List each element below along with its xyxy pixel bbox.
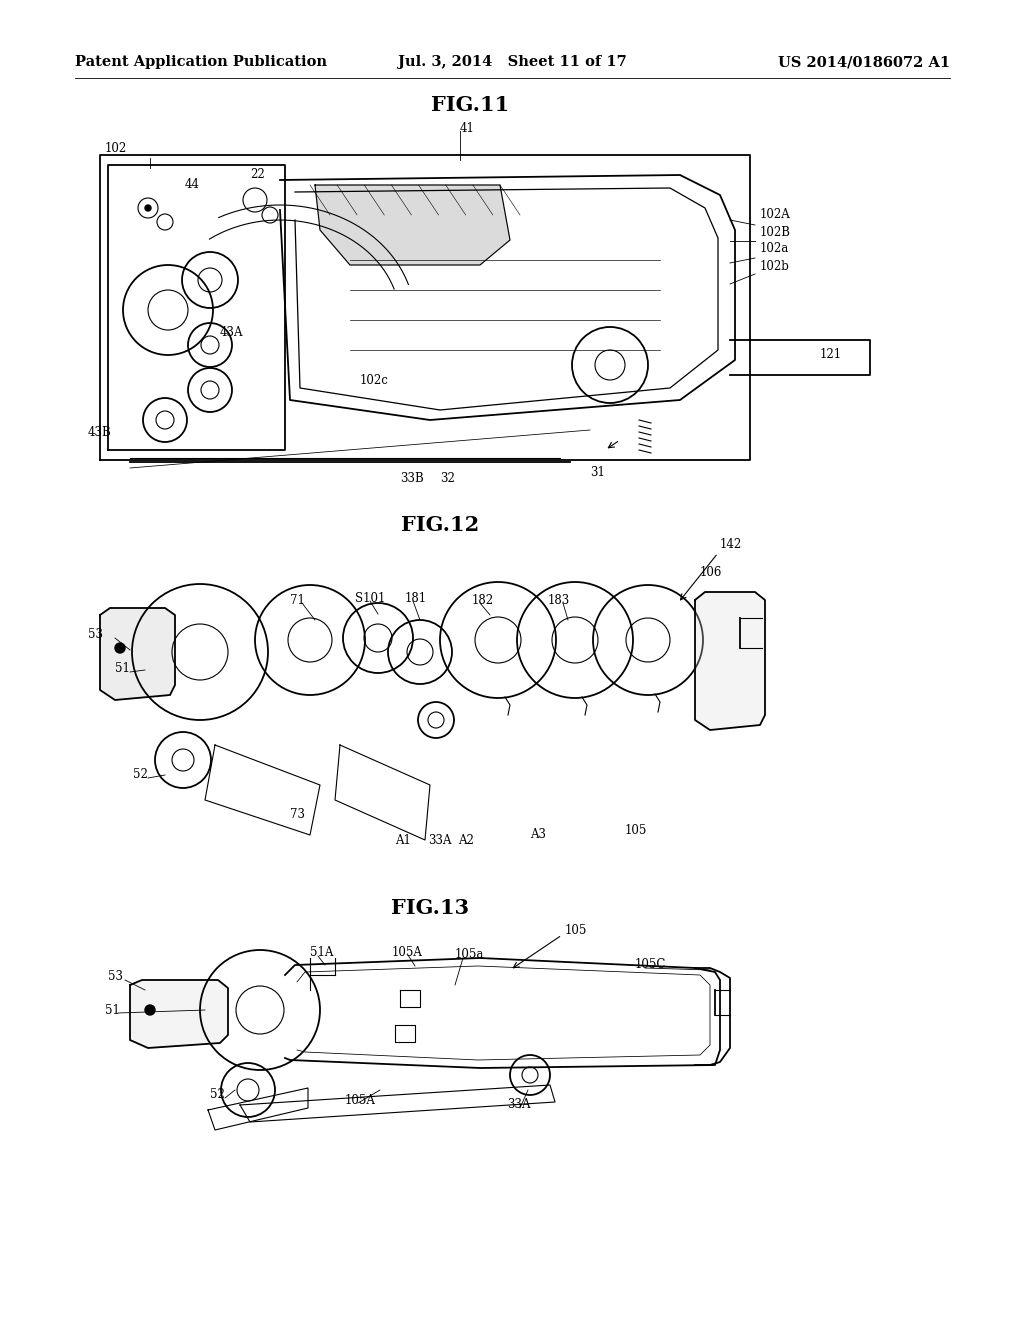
Text: 102b: 102b xyxy=(760,260,790,272)
Text: 102B: 102B xyxy=(760,226,791,239)
Text: 33A: 33A xyxy=(428,833,452,846)
Text: 182: 182 xyxy=(472,594,495,606)
Text: 32: 32 xyxy=(440,471,455,484)
Text: 53: 53 xyxy=(88,628,103,642)
Text: 43A: 43A xyxy=(220,326,244,338)
Text: Patent Application Publication: Patent Application Publication xyxy=(75,55,327,69)
Circle shape xyxy=(145,1005,155,1015)
Polygon shape xyxy=(100,609,175,700)
Text: 52: 52 xyxy=(133,768,147,781)
Text: 51: 51 xyxy=(105,1003,120,1016)
Circle shape xyxy=(115,643,125,653)
Text: 105A: 105A xyxy=(345,1093,376,1106)
Polygon shape xyxy=(130,979,228,1048)
Text: FIG.13: FIG.13 xyxy=(391,898,469,917)
Polygon shape xyxy=(315,185,510,265)
Text: 22: 22 xyxy=(250,169,265,181)
Text: 183: 183 xyxy=(548,594,570,606)
Text: A2: A2 xyxy=(458,833,474,846)
Text: 41: 41 xyxy=(460,121,475,135)
Text: US 2014/0186072 A1: US 2014/0186072 A1 xyxy=(778,55,950,69)
Text: 102c: 102c xyxy=(360,374,389,387)
Polygon shape xyxy=(695,591,765,730)
Text: 43B: 43B xyxy=(88,425,112,438)
Text: 52: 52 xyxy=(210,1089,225,1101)
Text: 51A: 51A xyxy=(310,946,334,960)
Text: 51: 51 xyxy=(115,661,130,675)
Text: 53: 53 xyxy=(108,969,123,982)
Text: 73: 73 xyxy=(290,808,305,821)
Text: 105a: 105a xyxy=(455,949,484,961)
Text: 142: 142 xyxy=(720,539,742,552)
Text: 106: 106 xyxy=(700,565,722,578)
Text: 31: 31 xyxy=(590,466,605,479)
Text: 102a: 102a xyxy=(760,243,790,256)
Circle shape xyxy=(145,205,151,211)
Text: 33A: 33A xyxy=(507,1098,530,1111)
Text: A3: A3 xyxy=(530,829,546,842)
Text: 121: 121 xyxy=(820,348,842,362)
Text: 71: 71 xyxy=(290,594,305,606)
Text: A1: A1 xyxy=(395,833,411,846)
Text: 105C: 105C xyxy=(635,958,667,972)
Text: 102: 102 xyxy=(105,141,127,154)
Text: 102A: 102A xyxy=(760,209,791,222)
Text: Jul. 3, 2014   Sheet 11 of 17: Jul. 3, 2014 Sheet 11 of 17 xyxy=(397,55,627,69)
Text: 33B: 33B xyxy=(400,471,424,484)
Text: FIG.11: FIG.11 xyxy=(431,95,509,115)
Text: 181: 181 xyxy=(406,591,427,605)
Text: 105: 105 xyxy=(625,824,647,837)
Text: FIG.12: FIG.12 xyxy=(400,515,479,535)
Text: 105: 105 xyxy=(565,924,588,936)
Text: 105A: 105A xyxy=(392,945,423,958)
Text: 44: 44 xyxy=(185,178,200,191)
Text: S101: S101 xyxy=(355,591,385,605)
